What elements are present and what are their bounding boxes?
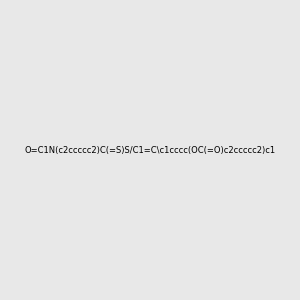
Text: O=C1N(c2ccccc2)C(=S)S/C1=C\c1cccc(OC(=O)c2ccccc2)c1: O=C1N(c2ccccc2)C(=S)S/C1=C\c1cccc(OC(=O)… bbox=[24, 146, 276, 154]
